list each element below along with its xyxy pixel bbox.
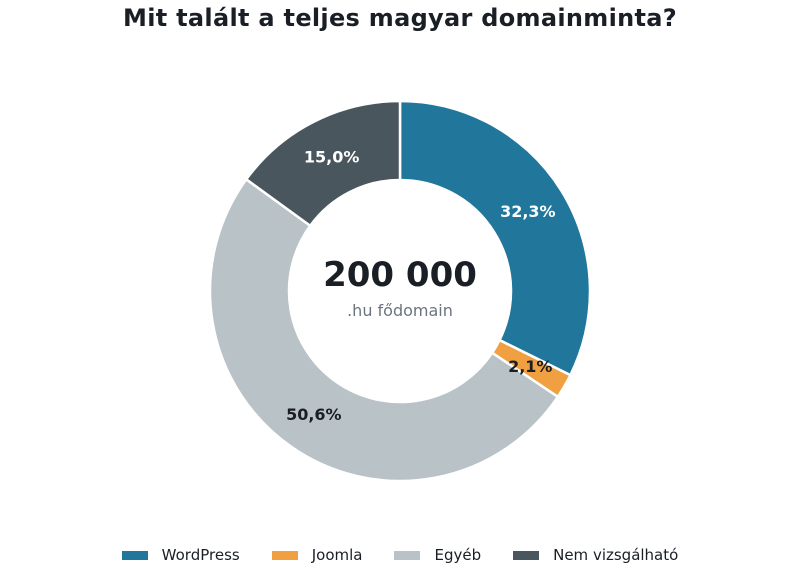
center-value: 200 000: [323, 255, 477, 295]
center-label: .hu fődomain: [347, 301, 453, 320]
chart-title: Mit talált a teljes magyar domainminta?: [123, 4, 677, 32]
slice-labels: 32,3% 2,1% 50,6% 15,0%: [286, 147, 555, 423]
legend-item-nem-vizsgalhato: Nem vizsgálható: [513, 546, 678, 564]
slice-label-nem-vizsgalhato: 15,0%: [304, 147, 360, 166]
legend-label: Egyéb: [434, 546, 482, 564]
legend-swatch: [513, 550, 540, 560]
slice-egyeb: [208, 178, 560, 483]
legend-label: WordPress: [161, 546, 240, 564]
legend-item-egyeb: Egyéb: [394, 546, 481, 564]
slice-nem-vizsgalhato: [245, 99, 402, 228]
legend-item-joomla: Joomla: [271, 546, 363, 564]
legend-swatch: [394, 550, 421, 560]
slice-label-wordpress: 32,3%: [500, 202, 556, 221]
slice-label-joomla: 2,1%: [508, 357, 552, 376]
legend-label: Nem vizsgálható: [553, 546, 679, 564]
slice-label-egyeb: 50,6%: [286, 405, 342, 424]
donut-slices: [208, 99, 592, 483]
legend-item-wordpress: WordPress: [121, 546, 240, 564]
legend-swatch: [121, 550, 148, 560]
legend-swatch: [271, 550, 298, 560]
legend-label: Joomla: [311, 546, 363, 564]
slice-wordpress: [398, 99, 592, 377]
legend: WordPress Joomla Egyéb Nem vizsgálható: [0, 546, 800, 564]
